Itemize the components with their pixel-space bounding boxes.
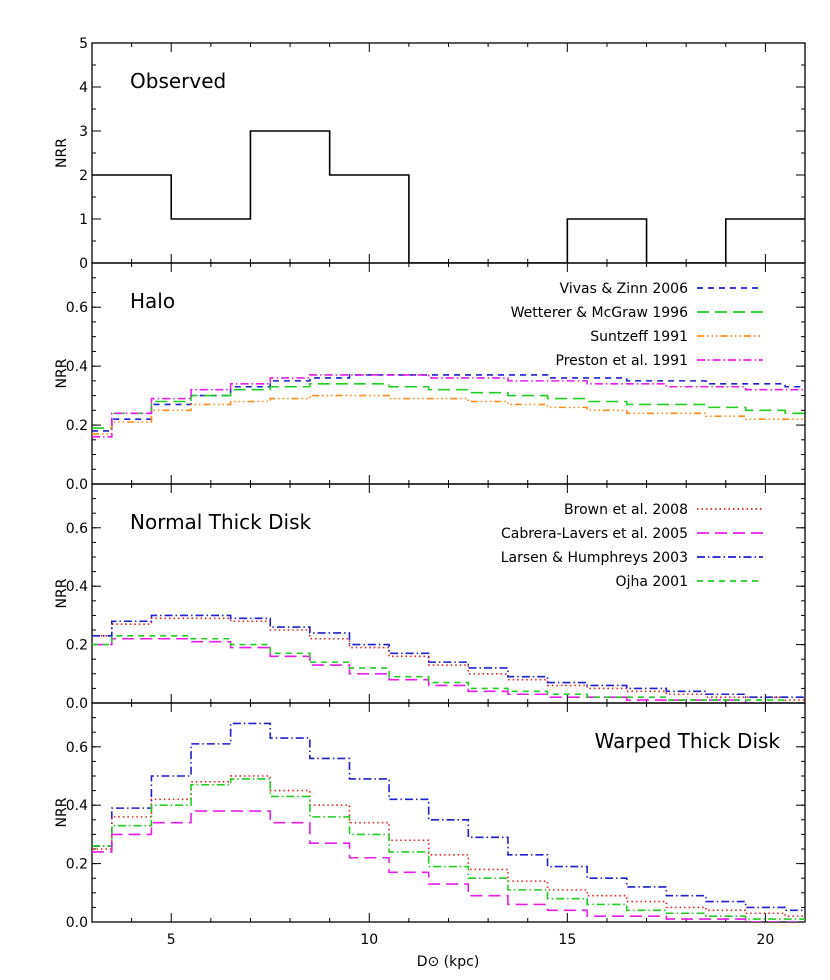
x-tick-label: 15 (558, 932, 576, 948)
y-tick-label: 4 (79, 80, 88, 96)
y-axis-label: NRR (54, 138, 70, 168)
series-line-3 (92, 394, 805, 435)
y-tick-label: 0.0 (66, 477, 88, 493)
y-axis-label: NRR (54, 797, 70, 827)
legend-label: Cabrera-Lavers et al. 2005 (501, 526, 688, 542)
series-line-4 (92, 635, 805, 703)
series-line-1 (92, 617, 805, 701)
legend-label: Larsen & Humphreys 2003 (501, 550, 688, 566)
y-tick-label: 0 (79, 256, 88, 272)
y-axis-label: NRR (54, 358, 70, 388)
legend-label: Wetterer & McGraw 1996 (511, 305, 688, 321)
y-tick-label: 3 (79, 124, 88, 140)
legend-label: Ojha 2001 (616, 574, 688, 590)
y-tick-label: 0.0 (66, 696, 88, 712)
y-tick-label: 0.4 (66, 579, 88, 595)
legend-label: Suntzeff 1991 (590, 329, 688, 345)
y-tick-label: 0.2 (66, 857, 88, 873)
y-tick-label: 2 (79, 168, 88, 184)
x-tick-label: 20 (756, 932, 774, 948)
panel-frame (91, 702, 806, 923)
y-tick-label: 0.6 (66, 300, 88, 316)
series-line-3 (92, 778, 805, 920)
legend-label: Vivas & Zinn 2006 (560, 281, 689, 297)
panel-4: 0.0 0.2 0.4 0.6 NRR Warped Thick Disk 5 10 15 20 D… (54, 702, 806, 970)
series-line-4 (92, 374, 805, 438)
y-tick-label: 0.4 (66, 359, 88, 375)
y-axis-label: NRR (54, 578, 70, 608)
panel-2: 0.0 0.2 0.4 0.6 NRR Halo Vivas & Zinn 2006 Wett… (54, 262, 806, 493)
y-tick-label: 0.2 (66, 638, 88, 654)
series-line-4 (92, 810, 805, 922)
y-tick-label: 0.0 (66, 915, 88, 931)
series-line-2 (92, 383, 805, 429)
panel-title: Normal Thick Disk (130, 510, 311, 534)
y-tick-label: 0.4 (66, 798, 88, 814)
series-line-2 (92, 637, 805, 703)
legend-label: Preston et al. 1991 (556, 353, 688, 369)
y-tick-label: 0.6 (66, 521, 88, 537)
x-axis-label: D⊙ (kpc) (417, 954, 480, 970)
panel-title: Halo (130, 289, 175, 313)
y-tick-label: 1 (79, 212, 88, 228)
series-line-1 (92, 722, 805, 912)
series-line-3 (92, 614, 805, 698)
panel-1: 0 1 2 3 4 5 NRR Observed (54, 36, 806, 272)
y-tick-label: 5 (79, 36, 88, 52)
legend-label: Brown et al. 2008 (564, 502, 688, 518)
panel-frame (91, 262, 806, 485)
y-tick-label: 0.2 (66, 418, 88, 434)
y-tick-label: 0.6 (66, 740, 88, 756)
panel-3: 0.0 0.2 0.4 0.6 NRR Normal Thick Disk Brown et… (54, 483, 806, 712)
x-tick-label: 5 (167, 932, 176, 948)
panel-title: Observed (130, 69, 226, 93)
panel-title: Warped Thick Disk (595, 729, 781, 753)
x-tick-label: 10 (360, 932, 378, 948)
series-line-1 (92, 130, 805, 263)
series-line-1 (92, 374, 805, 432)
